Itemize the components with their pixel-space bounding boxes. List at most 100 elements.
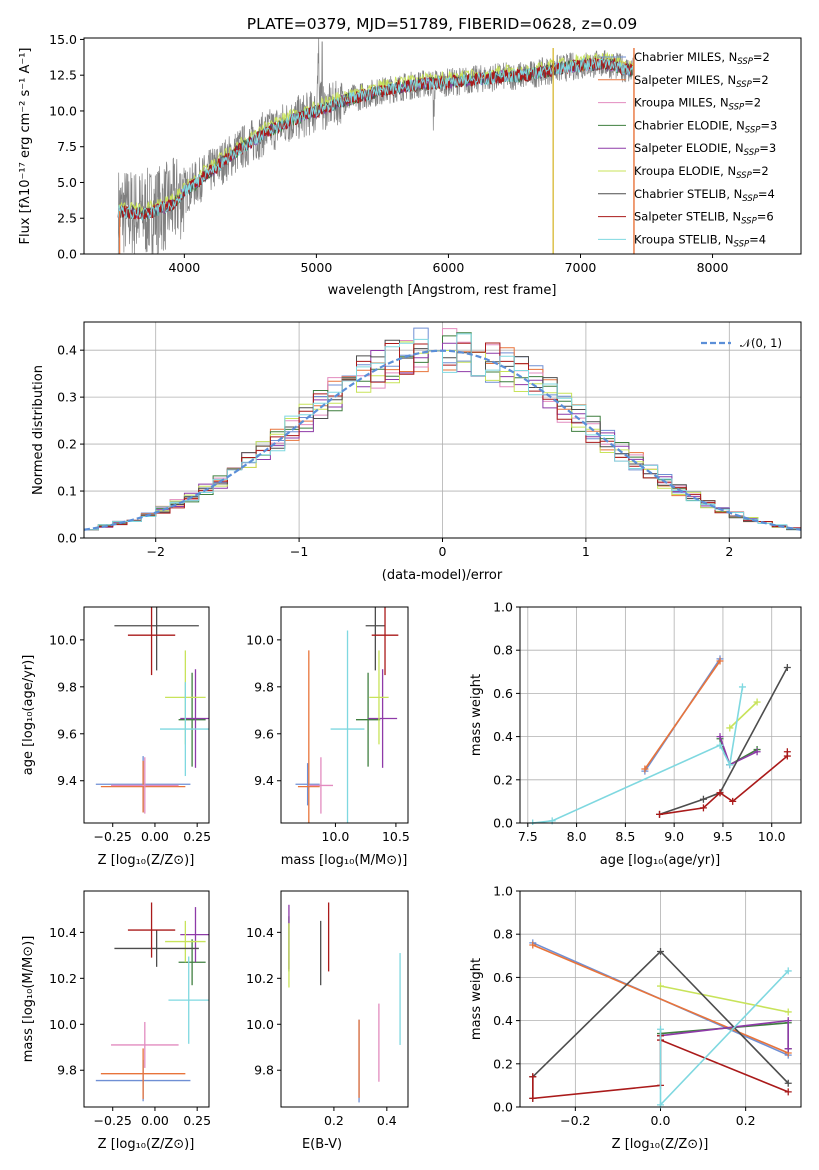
age-vs-z-ylabel: age [log₁₀(age/yr)] <box>21 655 36 776</box>
weight-vs-z-ytick-label: 0.6 <box>493 970 513 985</box>
residual-histogram-line <box>84 342 801 531</box>
age-vs-z-ytick-label: 9.8 <box>57 679 77 694</box>
age-vs-mass-ytick-label: 10.0 <box>246 632 274 647</box>
weight-point-marker <box>716 789 724 797</box>
mass-vs-ebv-frame <box>280 890 409 1108</box>
weight-vs-age-xtick-label: 9.5 <box>713 829 733 844</box>
weight-vs-age-xtick-label: 7.5 <box>518 829 538 844</box>
weight-point-marker <box>529 1094 537 1102</box>
spectrum-xtick-label: 4000 <box>168 260 200 275</box>
mass-vs-z-xlabel: Z [log₁₀(Z/Z⊙)] <box>98 1137 195 1152</box>
weight-vs-z-ytick-label: 0.8 <box>493 927 513 942</box>
weight-vs-age-plot: 7.5 8.0 8.5 9.0 9.5 10.0 0.0 0.2 0.4 0.6 0.8 1.0 <box>493 600 802 844</box>
spectrum-plot: 4000 5000 6000 7000 8000 0.0 2.5 5.0 7.5 10.0 12.5… <box>49 32 802 275</box>
spectrum-ytick-label: 12.5 <box>49 68 77 83</box>
spectrum-legend-label: Kroupa STELIB, NSSP=4 <box>634 232 766 249</box>
spectrum-legend: Chabrier MILES, NSSP=2 Salpeter MILES, NS… <box>598 50 777 249</box>
gaussian-legend-label: 𝒩(0, 1) <box>740 336 782 350</box>
age-vs-z-xtick-label: −0.25 <box>94 829 132 844</box>
age-vs-z-frame <box>83 606 210 824</box>
weight-series-line <box>644 660 721 770</box>
residuals-ytick-label: 0.0 <box>57 531 77 546</box>
weight-vs-z-ylabel: mass weight <box>469 958 484 1040</box>
weight-vs-age-xlabel: age [log₁₀(age/yr)] <box>600 853 721 868</box>
weight-series-line <box>532 944 789 1054</box>
age-vs-z-ytick-label: 9.4 <box>57 773 77 788</box>
mass-vs-ebv-ytick-label: 9.8 <box>254 1063 274 1078</box>
mass-vs-ebv-ytick-label: 10.0 <box>246 1017 274 1032</box>
spectrum-ytick-label: 5.0 <box>57 175 77 190</box>
residuals-frame <box>83 321 802 539</box>
age-vs-z-xtick-label: 0.25 <box>183 829 211 844</box>
age-vs-mass-plot: 10.0 10.5 9.4 9.6 9.8 10.0 <box>246 606 410 844</box>
weight-point-marker <box>753 698 761 706</box>
mass-vs-ebv-xlabel: E(B-V) <box>302 1137 342 1152</box>
age-vs-mass-ytick-label: 9.4 <box>254 773 274 788</box>
weight-vs-age-frame <box>519 606 802 824</box>
spectrum-ylabel: Flux [fλ10⁻¹⁷ erg cm⁻² s⁻¹ A⁻¹] <box>18 48 33 245</box>
spectrum-legend-label: Kroupa MILES, NSSP=2 <box>634 96 761 113</box>
spectrum-xtick-label: 5000 <box>300 260 332 275</box>
residuals-ytick-label: 0.2 <box>57 437 77 452</box>
weight-point-marker <box>716 657 724 665</box>
weight-point-marker <box>656 810 664 818</box>
weight-point-marker <box>699 804 707 812</box>
weight-point-marker <box>657 1025 664 1033</box>
spectrum-xtick-label: 7000 <box>565 260 597 275</box>
weight-vs-z-plot: −0.2 0.0 0.2 0.0 0.2 0.4 0.6 0.8 1.0 <box>493 884 802 1128</box>
residuals-xtick-label: 2 <box>725 544 733 559</box>
residuals-ylabel: Normed distribution <box>31 365 46 495</box>
spectrum-legend-label: Chabrier STELIB, NSSP=4 <box>634 187 775 204</box>
weight-vs-age-ytick-label: 0.0 <box>493 816 513 831</box>
weight-point-marker <box>699 795 707 803</box>
mass-vs-z-frame <box>83 890 210 1108</box>
mass-vs-z-xtick-label: 0.00 <box>141 1113 169 1128</box>
age-vs-z-points <box>95 607 209 814</box>
weight-series-line <box>659 667 789 816</box>
mass-vs-z-ytick-label: 10.0 <box>49 1017 77 1032</box>
spectrum-ytick-label: 10.0 <box>49 103 77 118</box>
weight-point-marker <box>529 941 537 949</box>
mass-vs-z-xtick-label: 0.25 <box>183 1113 211 1128</box>
age-vs-mass-ytick-label: 9.6 <box>254 726 274 741</box>
weight-point-marker <box>784 1008 792 1016</box>
age-vs-z-xtick-label: 0.00 <box>141 829 169 844</box>
weight-vs-age-ytick-label: 0.6 <box>493 686 513 701</box>
residuals-plot: −2 −1 0 1 2 0.0 0.1 0.2 0.3 0.4 <box>57 321 802 559</box>
spectrum-frame <box>83 37 802 255</box>
mass-vs-z-ytick-label: 9.8 <box>57 1063 77 1078</box>
weight-vs-z-xtick-label: 0.0 <box>651 1113 671 1128</box>
mass-vs-ebv-xtick-label: 0.2 <box>324 1113 344 1128</box>
age-vs-mass-points <box>295 607 399 823</box>
weight-vs-z-ytick-label: 0.2 <box>493 1056 513 1071</box>
weight-point-marker <box>784 1079 792 1087</box>
weight-series-line <box>729 701 758 729</box>
spectrum-ytick-label: 0.0 <box>57 247 77 262</box>
mass-vs-ebv-points <box>288 902 401 1103</box>
mass-vs-z-points <box>95 902 209 1102</box>
spectrum-xtick-label: 6000 <box>433 260 465 275</box>
weight-vs-age-series <box>529 655 791 825</box>
weight-point-marker <box>716 741 724 749</box>
mass-vs-ebv-ytick-label: 10.2 <box>246 971 274 986</box>
age-vs-z-xlabel: Z [log₁₀(Z/Z⊙)] <box>98 853 195 868</box>
residuals-legend: 𝒩(0, 1) <box>701 336 782 350</box>
weight-vs-z-xtick-label: −0.2 <box>560 1113 590 1128</box>
spectrum-legend-label: Kroupa ELODIE, NSSP=2 <box>634 164 769 181</box>
weight-vs-z-ytick-label: 0.4 <box>493 1013 513 1028</box>
weight-point-marker <box>784 1088 792 1096</box>
mass-vs-ebv-ytick-label: 10.4 <box>246 925 274 940</box>
residuals-xtick-label: 1 <box>582 544 590 559</box>
gaussian-curve <box>84 349 801 531</box>
age-vs-mass-xtick-label: 10.0 <box>322 829 350 844</box>
weight-vs-age-ytick-label: 0.8 <box>493 643 513 658</box>
mass-vs-z-xtick-label: −0.25 <box>94 1113 132 1128</box>
spectrum-legend-label: Chabrier MILES, NSSP=2 <box>634 50 770 67</box>
weight-vs-z-frame <box>519 890 802 1108</box>
residuals-xtick-label: −1 <box>290 544 308 559</box>
weight-point-marker <box>657 947 664 955</box>
age-vs-z-plot: −0.25 0.00 0.25 9.4 9.6 9.8 10.0 <box>49 606 211 844</box>
mass-vs-z-ylabel: mass [log₁₀(M/M⊙)] <box>21 936 36 1063</box>
weight-vs-age-xtick-label: 10.0 <box>758 829 786 844</box>
